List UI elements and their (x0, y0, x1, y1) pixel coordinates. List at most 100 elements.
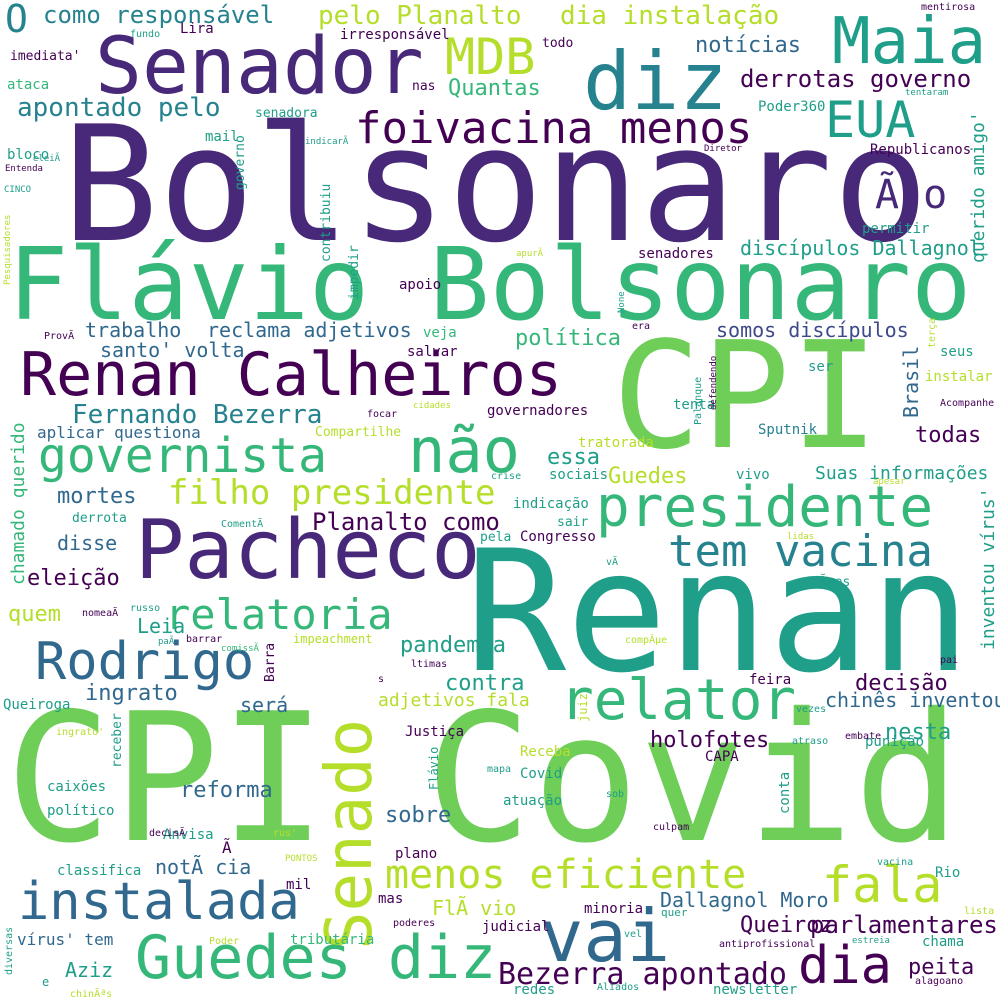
word: vacina (877, 858, 913, 868)
word: ser (808, 360, 833, 374)
word: sair (557, 516, 588, 529)
word: Quantas (448, 78, 541, 100)
word: Pesquisadores (4, 215, 13, 285)
word: O (5, 0, 28, 38)
word: apurÃ (516, 250, 543, 259)
word: conta (778, 772, 792, 814)
word: salvar (407, 345, 458, 359)
word: aplicar questiona (37, 425, 201, 441)
word: pandemia (400, 635, 506, 657)
word: crise (491, 472, 521, 482)
word: indicarÃ (305, 138, 348, 147)
word: política (515, 328, 621, 350)
word: instalada (18, 876, 300, 928)
word: irresponsável (340, 28, 450, 42)
word: trabalho (85, 320, 181, 340)
word: imediata' (10, 50, 80, 63)
word: quem (8, 604, 61, 626)
word: MDB (445, 32, 535, 82)
word: vírus' tem (17, 932, 113, 948)
word: veja (423, 326, 457, 340)
word: adjetivos fala (378, 692, 530, 710)
word: Compartilhe (315, 426, 401, 439)
word: plano (395, 847, 437, 861)
word: Ã o (875, 175, 947, 215)
word: diversas (5, 927, 15, 975)
word: foivacina menos (355, 107, 752, 151)
word: eleiÃ (33, 155, 60, 164)
word: impeachment (293, 633, 372, 645)
word: alagoano (915, 977, 963, 987)
word: inventou vírus' (980, 487, 998, 650)
word: lista (964, 907, 994, 917)
word: Poder (209, 937, 239, 947)
word: todo (542, 37, 573, 50)
word: Guedes (608, 466, 687, 488)
word: decisÃ (149, 829, 185, 839)
word: CINCO (4, 186, 31, 195)
word: Flávio (428, 747, 440, 790)
word: e (42, 976, 49, 988)
word: focar (367, 410, 397, 420)
word: senadora (255, 107, 318, 120)
word: santo' volta (100, 340, 245, 360)
word: Barra (264, 643, 277, 682)
word: PONTOS (285, 855, 318, 864)
word: Republicanos (870, 143, 971, 157)
word: redes (513, 983, 555, 997)
word: seus (940, 345, 974, 359)
word: classifica (57, 864, 141, 878)
word: barrar (186, 635, 222, 645)
word: feira (749, 673, 791, 687)
word: pai (940, 656, 958, 666)
word: Leia (137, 616, 185, 636)
word: relatoria (165, 594, 393, 636)
word: comissÃ (221, 645, 259, 654)
word: nomeaÃ (82, 609, 118, 619)
word: atuação (503, 794, 562, 808)
word: sociais (549, 468, 608, 482)
word: mas (378, 892, 403, 906)
word: derrota (72, 512, 127, 525)
word: contribuiu (320, 184, 333, 262)
word: Senado (318, 719, 382, 950)
word: sob (606, 790, 624, 800)
word: reforma (180, 780, 273, 802)
word: minoria (584, 902, 643, 916)
word: estreia (852, 937, 890, 946)
word: impedir (348, 245, 361, 300)
word: vel (624, 930, 642, 940)
word: lidas (787, 533, 814, 542)
word: dia instalação (560, 3, 779, 29)
word: Acompanhe (940, 399, 994, 409)
word: tributária (290, 933, 374, 947)
word: terça (928, 318, 938, 348)
word: mortes (57, 486, 136, 508)
word: Poder360 (758, 100, 825, 114)
word: disse (57, 533, 117, 553)
word: rus' (273, 829, 297, 839)
word: chinÃªs (70, 990, 112, 1000)
word: Receba (520, 745, 571, 759)
word: pelo Planalto (318, 3, 522, 29)
word: ingrato (85, 683, 178, 705)
word: vÃ (606, 558, 618, 568)
word: ltimas (411, 660, 447, 670)
word: Lira (180, 22, 214, 36)
word: paÃ (158, 638, 174, 647)
word: Covid (520, 767, 562, 781)
word: pela (480, 531, 511, 544)
word: ComentÃ (221, 520, 263, 530)
word: ataca (7, 78, 49, 92)
word: caixões (47, 780, 106, 794)
word: antiprofissional (719, 940, 815, 950)
word: mentirosa (921, 3, 975, 13)
word: tratorada (578, 436, 654, 450)
word: quer (661, 907, 688, 918)
word: mapa (487, 765, 511, 775)
word: newsletter (713, 983, 797, 997)
word: indicação (513, 497, 589, 511)
word: ingrato' (56, 728, 104, 738)
word: russo (130, 604, 160, 614)
